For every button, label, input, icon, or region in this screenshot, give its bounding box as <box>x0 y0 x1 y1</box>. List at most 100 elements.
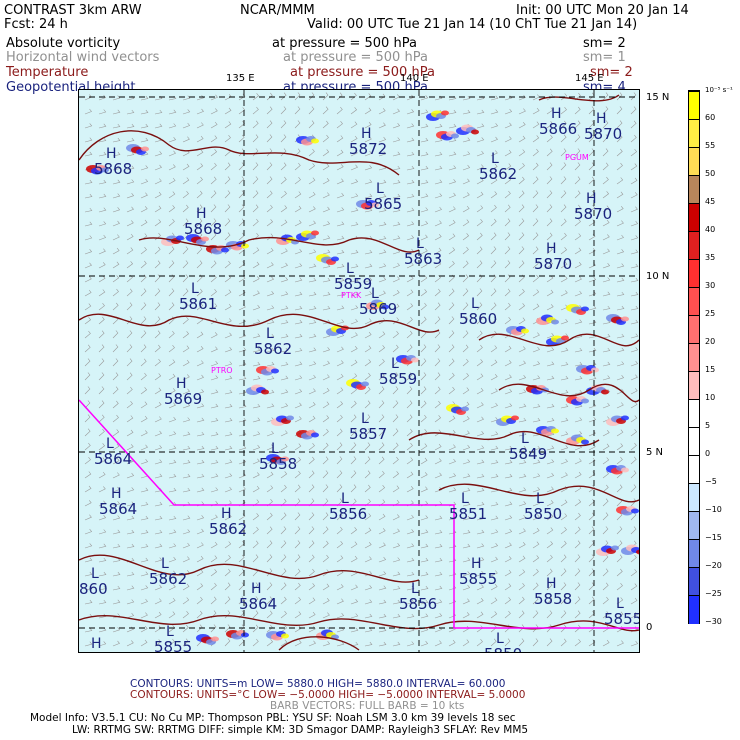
wind-barb <box>98 123 107 129</box>
footer-model-info: Model Info: V3.5.1 CU: No Cu MP: Thompso… <box>30 712 516 724</box>
colorbar-label: −5 <box>705 477 717 486</box>
wind-barb <box>84 500 92 507</box>
wind-barb <box>322 92 329 101</box>
wind-barb <box>546 218 553 227</box>
wind-barb <box>560 624 567 633</box>
wind-barb <box>518 135 526 143</box>
wind-barb <box>322 512 329 521</box>
wind-barb <box>336 484 343 493</box>
wind-barb <box>462 501 471 507</box>
wind-barb <box>378 249 387 255</box>
wind-barb <box>196 403 205 409</box>
wind-barb <box>378 136 387 143</box>
wind-barb <box>112 515 121 521</box>
wind-barb <box>560 204 567 213</box>
wind-barb <box>252 513 260 521</box>
wind-barb <box>252 276 260 283</box>
wind-barb <box>504 501 513 507</box>
wind-barb <box>154 459 163 465</box>
wind-barb <box>504 638 511 647</box>
contour-line <box>478 333 639 347</box>
wind-barb <box>210 289 217 297</box>
wind-barb <box>168 445 177 451</box>
wind-barb <box>224 347 233 353</box>
wind-barb <box>322 163 330 171</box>
wind-barb <box>588 554 595 563</box>
wind-barb <box>112 275 120 283</box>
vorticity-patch <box>451 133 459 139</box>
wind-barb <box>168 373 176 381</box>
wind-barb <box>560 176 567 185</box>
wind-barb <box>266 333 275 339</box>
wind-barb <box>266 347 275 353</box>
wind-barb <box>252 304 261 311</box>
wind-barb <box>462 639 470 647</box>
wind-barb <box>602 361 611 367</box>
wind-barb <box>392 317 400 325</box>
vorticity-patch <box>621 467 629 473</box>
wind-barb <box>518 94 526 101</box>
wind-barb <box>336 135 344 143</box>
wind-barb <box>602 205 610 213</box>
wind-barb <box>462 373 470 381</box>
wind-barb <box>420 302 427 311</box>
wind-barb <box>336 164 344 171</box>
wind-barb <box>630 360 639 367</box>
wind-barb <box>462 543 471 549</box>
wind-barb <box>98 500 106 507</box>
wind-barb <box>476 487 485 493</box>
wind-barb <box>336 612 345 619</box>
wind-barb <box>574 233 582 241</box>
wind-barb <box>98 193 107 199</box>
wind-barb <box>336 360 344 367</box>
wind-barb <box>126 302 133 311</box>
wind-barb <box>294 162 301 171</box>
extremum-type: H <box>546 576 557 592</box>
wind-barb <box>574 554 581 563</box>
wind-barb <box>294 305 303 311</box>
wind-barb <box>476 416 484 423</box>
wind-barb <box>532 162 539 171</box>
wind-barb <box>616 277 625 283</box>
wind-barb <box>406 442 413 451</box>
wind-barb <box>210 108 218 115</box>
wind-barb <box>616 148 623 157</box>
wind-barb <box>490 459 499 465</box>
contour-line <box>438 483 639 503</box>
wind-barb <box>196 583 204 591</box>
wind-barb <box>448 473 457 479</box>
colorbar-label: 35 <box>705 253 716 262</box>
wind-barb <box>504 274 511 283</box>
wind-barb <box>630 120 637 129</box>
wind-barb <box>602 148 609 157</box>
colorbar-label: 10 <box>705 393 716 402</box>
extremum-type: L <box>266 326 274 342</box>
wind-barb <box>490 529 499 535</box>
wind-barb <box>434 330 441 339</box>
wind-barb <box>546 486 554 493</box>
wind-barb <box>602 234 610 241</box>
wind-barb <box>504 345 512 353</box>
wind-barb <box>392 442 399 451</box>
wind-barb <box>182 597 190 605</box>
wind-barb <box>308 374 316 381</box>
colorbar-label: 60 <box>705 113 716 122</box>
wind-barb <box>574 162 581 171</box>
wind-barb <box>364 400 371 409</box>
wind-barb <box>476 359 484 367</box>
wind-barb <box>350 484 357 493</box>
wind-barb <box>350 92 357 101</box>
extremum-type: L <box>461 491 469 507</box>
wind-barb <box>126 386 133 395</box>
wind-barb <box>196 431 205 437</box>
wind-barb <box>588 248 596 255</box>
wind-barb <box>364 179 373 185</box>
extremum-type: L <box>371 286 379 302</box>
wind-barb <box>266 219 274 227</box>
wind-barb <box>210 162 217 171</box>
contour-line <box>79 554 420 583</box>
wind-barb <box>616 249 625 255</box>
wind-barb <box>336 305 345 311</box>
wind-barb <box>84 471 92 479</box>
wind-barb <box>364 359 372 367</box>
